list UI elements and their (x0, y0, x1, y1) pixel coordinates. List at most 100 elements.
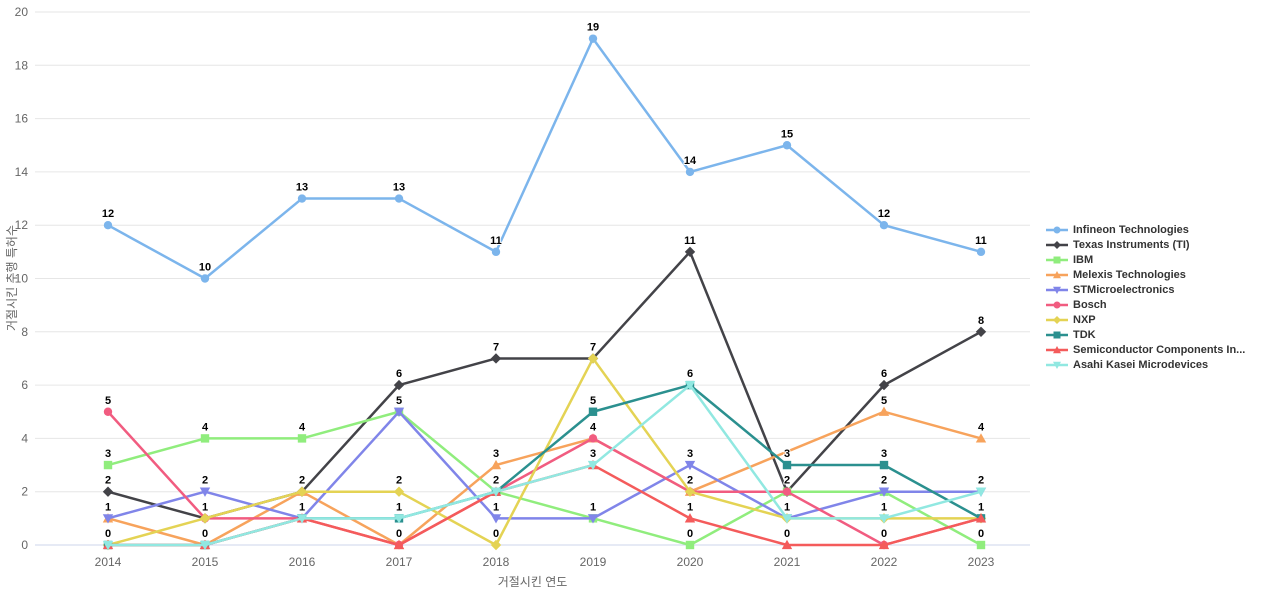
data-point-label: 4 (299, 421, 306, 433)
data-point-label: 2 (881, 475, 887, 487)
legend-item-ibm[interactable]: IBM (1046, 252, 1245, 267)
data-point-texas-instruments-ti[interactable] (975, 326, 987, 337)
data-point-label: 4 (202, 421, 209, 433)
data-point-infineon-technologies[interactable] (103, 221, 113, 230)
data-point-semiconductor-components-in[interactable] (393, 539, 405, 550)
x-tick-label: 2016 (289, 555, 316, 569)
data-point-infineon-technologies[interactable] (297, 194, 307, 203)
data-point-label: 3 (590, 448, 596, 460)
data-point-label: 19 (587, 22, 599, 34)
data-point-asahi-kasei-microdevices[interactable] (393, 514, 405, 524)
legend-item-melexis-technologies[interactable]: Melexis Technologies (1046, 267, 1245, 282)
legend-item-tdk[interactable]: TDK (1046, 327, 1245, 342)
data-point-melexis-technologies[interactable] (878, 406, 890, 416)
data-point-texas-instruments-ti[interactable] (490, 353, 502, 364)
data-point-ibm[interactable] (976, 540, 986, 550)
data-point-label: 1 (784, 501, 790, 513)
data-point-bosch[interactable] (782, 487, 792, 496)
data-point-asahi-kasei-microdevices[interactable] (102, 540, 114, 551)
data-point-tdk[interactable] (782, 460, 792, 470)
data-point-melexis-technologies[interactable] (490, 459, 502, 470)
data-point-asahi-kasei-microdevices[interactable] (199, 540, 211, 551)
data-point-semiconductor-components-in[interactable] (781, 539, 793, 550)
y-tick-label: 16 (15, 112, 29, 126)
data-point-stmicroelectronics[interactable] (199, 487, 211, 497)
data-point-asahi-kasei-microdevices[interactable] (490, 487, 502, 497)
data-point-texas-instruments-ti[interactable] (878, 379, 890, 391)
data-point-asahi-kasei-microdevices[interactable] (587, 460, 599, 471)
legend-item-nxp[interactable]: NXP (1046, 312, 1245, 327)
legend-item-infineon-technologies[interactable]: Infineon Technologies (1046, 222, 1245, 237)
data-point-ibm[interactable] (200, 434, 210, 443)
y-tick-label: 8 (21, 325, 28, 339)
data-point-melexis-technologies[interactable] (975, 433, 987, 443)
data-point-semiconductor-components-in[interactable] (878, 539, 890, 550)
data-point-stmicroelectronics[interactable] (393, 407, 405, 417)
data-point-asahi-kasei-microdevices[interactable] (878, 514, 890, 524)
legend-marker-glyph (1053, 256, 1061, 263)
data-point-label: 1 (881, 501, 887, 513)
data-point-texas-instruments-ti[interactable] (102, 486, 114, 497)
data-point-infineon-technologies[interactable] (685, 167, 695, 177)
legend-marker-icon (1046, 345, 1068, 353)
data-point-label: 1 (687, 501, 693, 513)
x-tick-label: 2020 (677, 555, 704, 569)
data-point-label: 12 (878, 208, 890, 220)
data-point-label: 13 (296, 182, 308, 194)
data-point-label: 2 (105, 475, 111, 487)
data-point-tdk[interactable] (879, 460, 889, 470)
data-point-tdk[interactable] (588, 407, 598, 416)
data-point-asahi-kasei-microdevices[interactable] (296, 514, 308, 524)
data-point-label: 10 (199, 262, 211, 274)
data-point-stmicroelectronics[interactable] (878, 487, 890, 497)
legend-item-bosch[interactable]: Bosch (1046, 297, 1245, 312)
data-point-label: 6 (881, 368, 887, 380)
data-point-semiconductor-components-in[interactable] (684, 513, 696, 523)
data-point-stmicroelectronics[interactable] (102, 514, 114, 524)
data-point-infineon-technologies[interactable] (782, 141, 792, 150)
data-point-ibm[interactable] (103, 460, 113, 470)
y-tick-label: 10 (15, 272, 29, 286)
data-point-nxp[interactable] (587, 353, 599, 364)
data-point-stmicroelectronics[interactable] (684, 460, 696, 471)
data-point-label: 11 (975, 235, 987, 247)
x-tick-label: 2018 (483, 555, 510, 569)
data-point-infineon-technologies[interactable] (200, 274, 210, 283)
data-point-label: 1 (105, 501, 111, 513)
data-point-infineon-technologies[interactable] (491, 247, 501, 257)
legend-item-texas-instruments-ti[interactable]: Texas Instruments (TI) (1046, 237, 1245, 252)
data-point-ibm[interactable] (685, 540, 695, 550)
data-point-infineon-technologies[interactable] (588, 34, 598, 43)
data-point-asahi-kasei-microdevices[interactable] (781, 514, 793, 524)
data-point-semiconductor-components-in[interactable] (975, 513, 987, 523)
data-point-nxp[interactable] (684, 486, 696, 497)
legend-label: TDK (1073, 328, 1096, 341)
data-point-asahi-kasei-microdevices[interactable] (975, 487, 987, 497)
data-point-nxp[interactable] (296, 486, 308, 497)
data-point-label: 3 (881, 448, 887, 460)
data-point-label: 2 (784, 475, 790, 487)
data-point-texas-instruments-ti[interactable] (684, 246, 696, 258)
data-point-label: 15 (781, 128, 793, 140)
data-point-bosch[interactable] (588, 434, 598, 443)
data-point-nxp[interactable] (393, 486, 405, 497)
data-point-infineon-technologies[interactable] (879, 221, 889, 230)
data-point-infineon-technologies[interactable] (394, 194, 404, 203)
legend-item-asahi-kasei-microdevices[interactable]: Asahi Kasei Microdevices (1046, 357, 1245, 372)
data-point-asahi-kasei-microdevices[interactable] (684, 380, 696, 391)
series-line-asahi-kasei-microdevices (106, 383, 983, 547)
data-point-nxp[interactable] (490, 539, 502, 551)
data-point-stmicroelectronics[interactable] (587, 514, 599, 524)
data-point-label: 1 (590, 501, 596, 513)
legend-item-stmicroelectronics[interactable]: STMicroelectronics (1046, 282, 1245, 297)
y-axis-title: 거절시킨 추행 특허수 (4, 225, 19, 331)
legend-item-semiconductor-components-in[interactable]: Semiconductor Components In... (1046, 342, 1245, 357)
data-point-label: 4 (590, 421, 597, 433)
data-point-bosch[interactable] (103, 407, 113, 416)
data-point-texas-instruments-ti[interactable] (393, 379, 405, 391)
data-point-ibm[interactable] (297, 434, 307, 443)
data-point-infineon-technologies[interactable] (976, 247, 986, 257)
data-point-label: 11 (684, 235, 696, 247)
data-point-nxp[interactable] (199, 513, 211, 524)
data-point-stmicroelectronics[interactable] (490, 514, 502, 524)
